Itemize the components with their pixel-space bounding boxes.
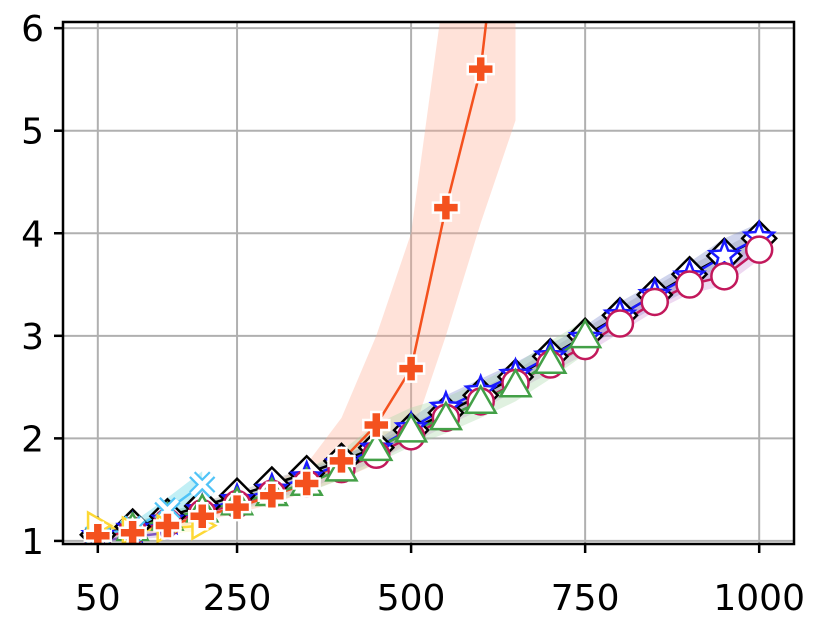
x-tick-label: 500 [377,578,446,619]
data-point [153,511,182,540]
x-tick-label: 250 [203,578,272,619]
data-point [605,309,635,338]
data-point [428,400,464,431]
x-tick-label: 50 [75,578,121,619]
y-tick-label: 1 [21,522,44,563]
data-point [359,431,394,462]
data-point [463,383,498,414]
series-marker-group [83,54,495,544]
data-point [257,481,287,511]
plot-frame [61,20,796,546]
data-point [292,469,321,498]
series-line [97,483,203,537]
x-tick-label: 1000 [713,578,805,619]
data-point [393,412,429,443]
data-point [431,193,461,222]
data-point [396,354,426,383]
data-point [567,318,603,349]
data-point [222,492,252,522]
data-point [640,287,670,317]
y-tick-label: 3 [21,317,44,358]
data-point [744,235,774,264]
data-point [83,521,113,544]
data-point [675,270,704,299]
data-point [187,502,217,531]
y-tick-label: 5 [21,112,44,153]
data-point [710,262,739,291]
data-point [498,367,533,398]
series-line [97,524,203,532]
y-tick-label: 6 [21,9,44,50]
data-point [190,472,214,497]
grid [63,22,794,544]
axis-tick-labels: 50 250 500 750 1000 1 2 3 4 5 6 [21,9,805,619]
series-markers [79,54,778,544]
data-point [118,518,147,544]
y-tick-label: 4 [21,214,44,255]
data-point [327,446,356,476]
data-point [362,410,391,440]
x-tick-label: 750 [551,578,620,619]
axis-ticks [54,26,761,553]
data-point [466,54,495,84]
confidence-band [97,22,516,539]
data-point [533,343,568,374]
y-tick-label: 2 [21,419,44,460]
